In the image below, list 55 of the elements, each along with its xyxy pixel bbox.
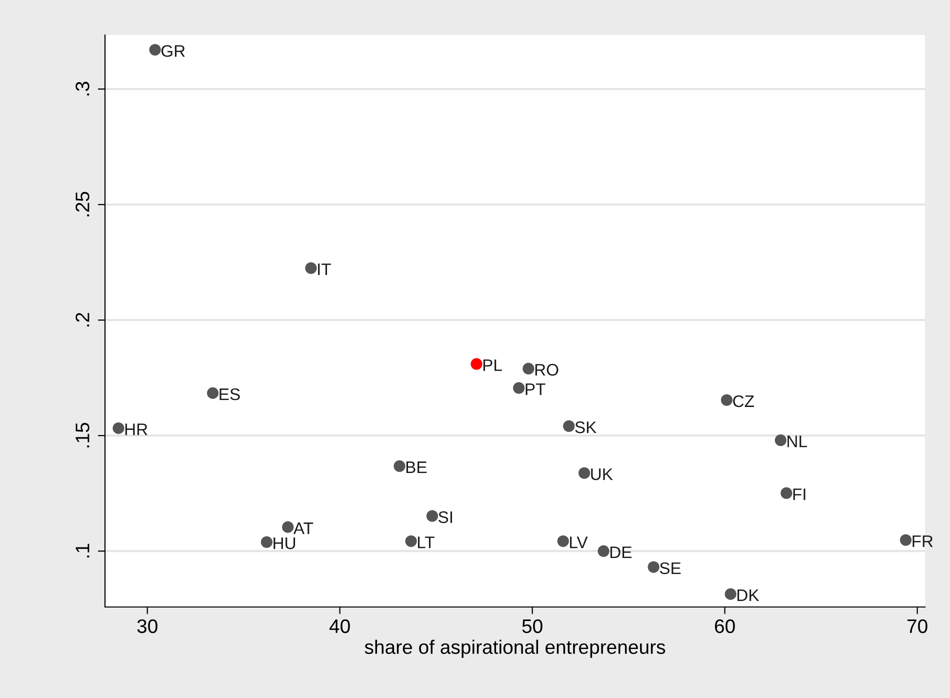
x-tick-label: 50 [522,619,542,634]
y-tick-label: .15 [76,422,90,448]
y-tick-label: .3 [76,82,90,96]
annotation: AT [293,522,314,534]
point [305,262,317,274]
annotation: PL [483,359,502,371]
x-tick-label: 30 [137,619,158,634]
point [513,382,525,394]
point [282,521,294,533]
point [405,535,417,547]
annotation: DK [738,590,760,602]
point [563,420,575,432]
annotation: CZ [733,395,754,408]
annotation: IT [318,264,331,276]
annotation: HR [125,424,148,436]
point [598,545,610,557]
point [900,534,912,546]
annotation: DE [610,546,632,558]
point [260,536,272,548]
annotation: GR [161,45,185,57]
point [394,460,406,472]
point [522,362,534,374]
point [112,422,124,434]
point [720,394,733,406]
x-axis-title: share of aspirational entrepreneurs [364,640,666,658]
annotation: FR [912,535,933,547]
y-tick-label: .2 [76,312,90,326]
annotation: LV [570,536,588,548]
point [578,467,590,479]
point [206,387,219,399]
annotation: BE [406,462,427,474]
annotation: RO [535,364,558,376]
point [780,487,792,499]
annotation: NL [788,436,807,448]
x-tick-label: 70 [907,619,928,634]
point [426,510,438,522]
annotation: SK [575,421,596,434]
point [724,588,736,600]
annotation: ES [220,388,240,400]
annotation: UK [591,468,613,480]
annotation: FI [793,488,806,500]
x-tick-label: 40 [329,619,350,634]
annotation: PT [526,383,546,395]
annotation: SI [438,511,452,524]
y-tick-label: .25 [76,192,90,216]
point [774,434,786,446]
annotation: HU [274,538,296,550]
point [557,535,569,547]
point [648,561,660,573]
point [470,358,482,370]
x-tick-label: 60 [714,619,735,634]
annotation: LT [418,536,434,548]
y-tick-label: .1 [76,544,90,558]
annotation: SE [660,562,681,574]
point [149,44,161,56]
